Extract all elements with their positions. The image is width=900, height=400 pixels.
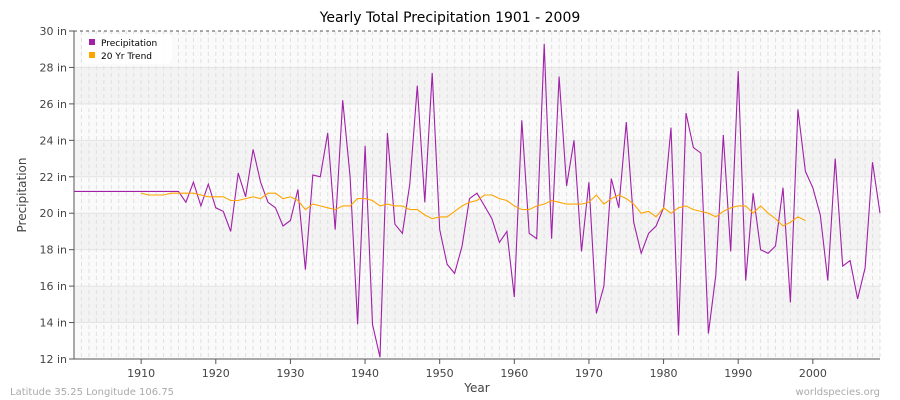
x-tick-label: 1910 <box>127 367 155 380</box>
x-tick-label: 1970 <box>575 367 603 380</box>
x-tick-label: 1990 <box>724 367 752 380</box>
y-tick-label: 30 in <box>39 25 67 38</box>
y-tick-label: 12 in <box>39 353 67 366</box>
y-tick-label: 24 in <box>39 134 67 147</box>
trend-line <box>141 192 806 227</box>
y-tick-label: 26 in <box>39 98 67 111</box>
y-axis-label: Precipitation <box>15 157 29 232</box>
chart-title: Yearly Total Precipitation 1901 - 2009 <box>319 10 581 26</box>
y-tick-label: 16 in <box>39 280 67 293</box>
x-tick-label: 1960 <box>500 367 528 380</box>
y-tick-label: 14 in <box>39 317 67 330</box>
x-tick-label: 1940 <box>351 367 379 380</box>
legend-label-trend: 20 Yr Trend <box>101 52 152 62</box>
precipitation-line <box>74 43 881 358</box>
footer-source: worldspecies.org <box>796 387 880 398</box>
x-tick-label: 1950 <box>426 367 454 380</box>
legend-swatch-trend <box>89 52 95 58</box>
y-tick-label: 22 in <box>39 171 67 184</box>
legend-swatch-precipitation <box>89 39 95 45</box>
legend: Precipitation 20 Yr Trend <box>82 34 172 64</box>
plot-band <box>74 67 880 104</box>
y-tick-label: 18 in <box>39 244 67 257</box>
x-tick-label: 1920 <box>202 367 230 380</box>
x-tick-label: 2000 <box>799 367 827 380</box>
legend-label-precipitation: Precipitation <box>101 39 157 49</box>
x-tick-label: 1930 <box>276 367 304 380</box>
y-tick-label: 28 in <box>39 61 67 74</box>
x-tick-label: 1980 <box>650 367 678 380</box>
y-tick-label: 20 in <box>39 207 67 220</box>
footer-location: Latitude 35.25 Longitude 106.75 <box>10 387 174 398</box>
x-axis-label: Year <box>463 381 489 395</box>
